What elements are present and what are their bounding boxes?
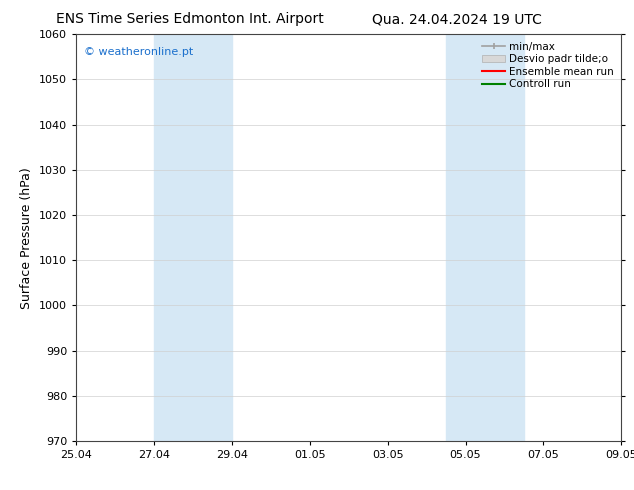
Text: Qua. 24.04.2024 19 UTC: Qua. 24.04.2024 19 UTC <box>372 12 541 26</box>
Text: © weatheronline.pt: © weatheronline.pt <box>84 47 193 56</box>
Bar <box>446 34 524 441</box>
Bar <box>154 34 232 441</box>
Y-axis label: Surface Pressure (hPa): Surface Pressure (hPa) <box>20 167 34 309</box>
Text: ENS Time Series Edmonton Int. Airport: ENS Time Series Edmonton Int. Airport <box>56 12 324 26</box>
Legend: min/max, Desvio padr tilde;o, Ensemble mean run, Controll run: min/max, Desvio padr tilde;o, Ensemble m… <box>480 40 616 92</box>
